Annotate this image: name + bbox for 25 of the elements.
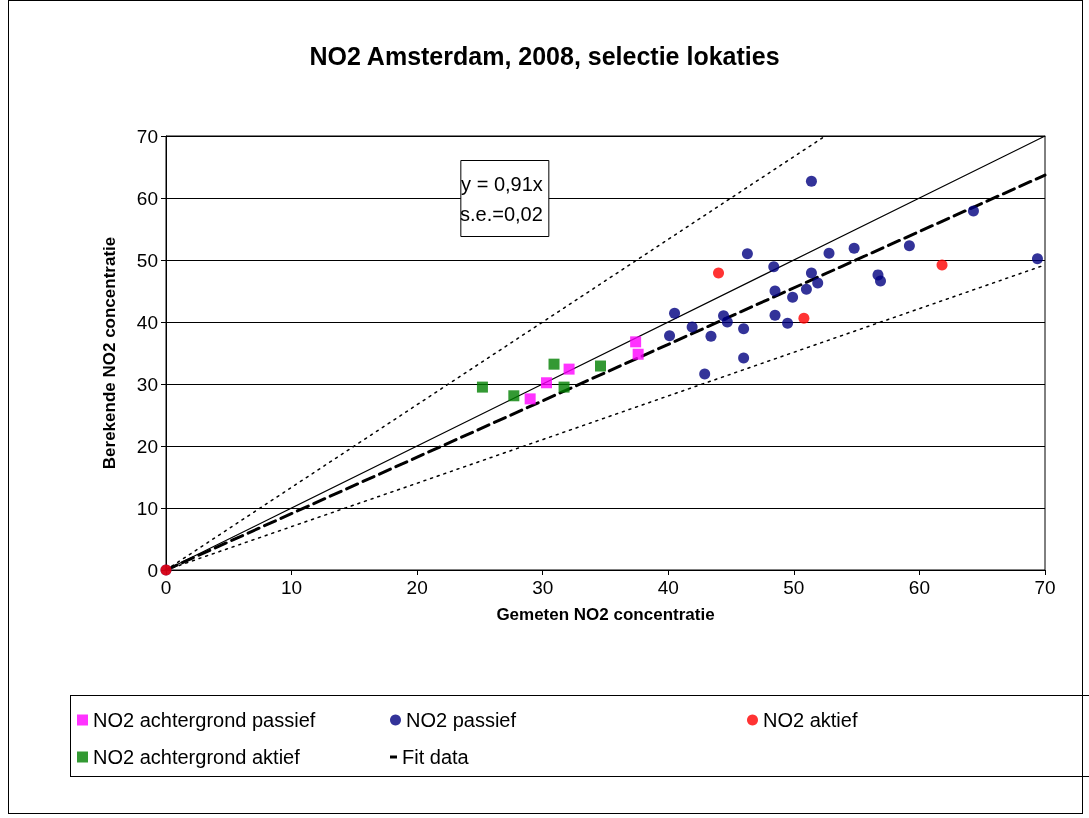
y-tick-label: 60 (136, 187, 158, 209)
chart-title: NO2 Amsterdam, 2008, selectie lokaties (309, 41, 780, 70)
y-tick-label: 70 (136, 125, 158, 147)
x-tick-label: 40 (657, 577, 679, 598)
x-axis-title: Gemeten NO2 concentratie (496, 605, 715, 624)
legend-label: Fit data (402, 746, 470, 768)
y-tick-label: 30 (136, 373, 158, 395)
legend-label: NO2 achtergrond aktief (93, 746, 301, 768)
legend-label: NO2 passief (406, 709, 517, 731)
y-axis-title: Berekende NO2 concentratie (100, 236, 119, 470)
x-tick-label: 30 (532, 577, 554, 598)
annotation: y = 0,91x (461, 172, 543, 195)
x-tick-label: 60 (908, 577, 930, 598)
y-tick-label: 0 (147, 559, 158, 581)
y-tick-label: 10 (136, 497, 158, 519)
legend-label: NO2 aktief (763, 709, 858, 731)
y-tick-label: 50 (136, 249, 158, 271)
y-tick-label: 40 (136, 311, 158, 333)
x-tick-label: 0 (160, 577, 172, 598)
x-tick-label: 50 (783, 577, 805, 598)
x-tick-label: 10 (281, 577, 303, 598)
y-tick-label: 20 (136, 435, 158, 457)
x-tick-label: 70 (1034, 577, 1056, 598)
x-tick-label: 20 (406, 577, 428, 598)
legend-label: NO2 achtergrond passief (93, 709, 316, 731)
